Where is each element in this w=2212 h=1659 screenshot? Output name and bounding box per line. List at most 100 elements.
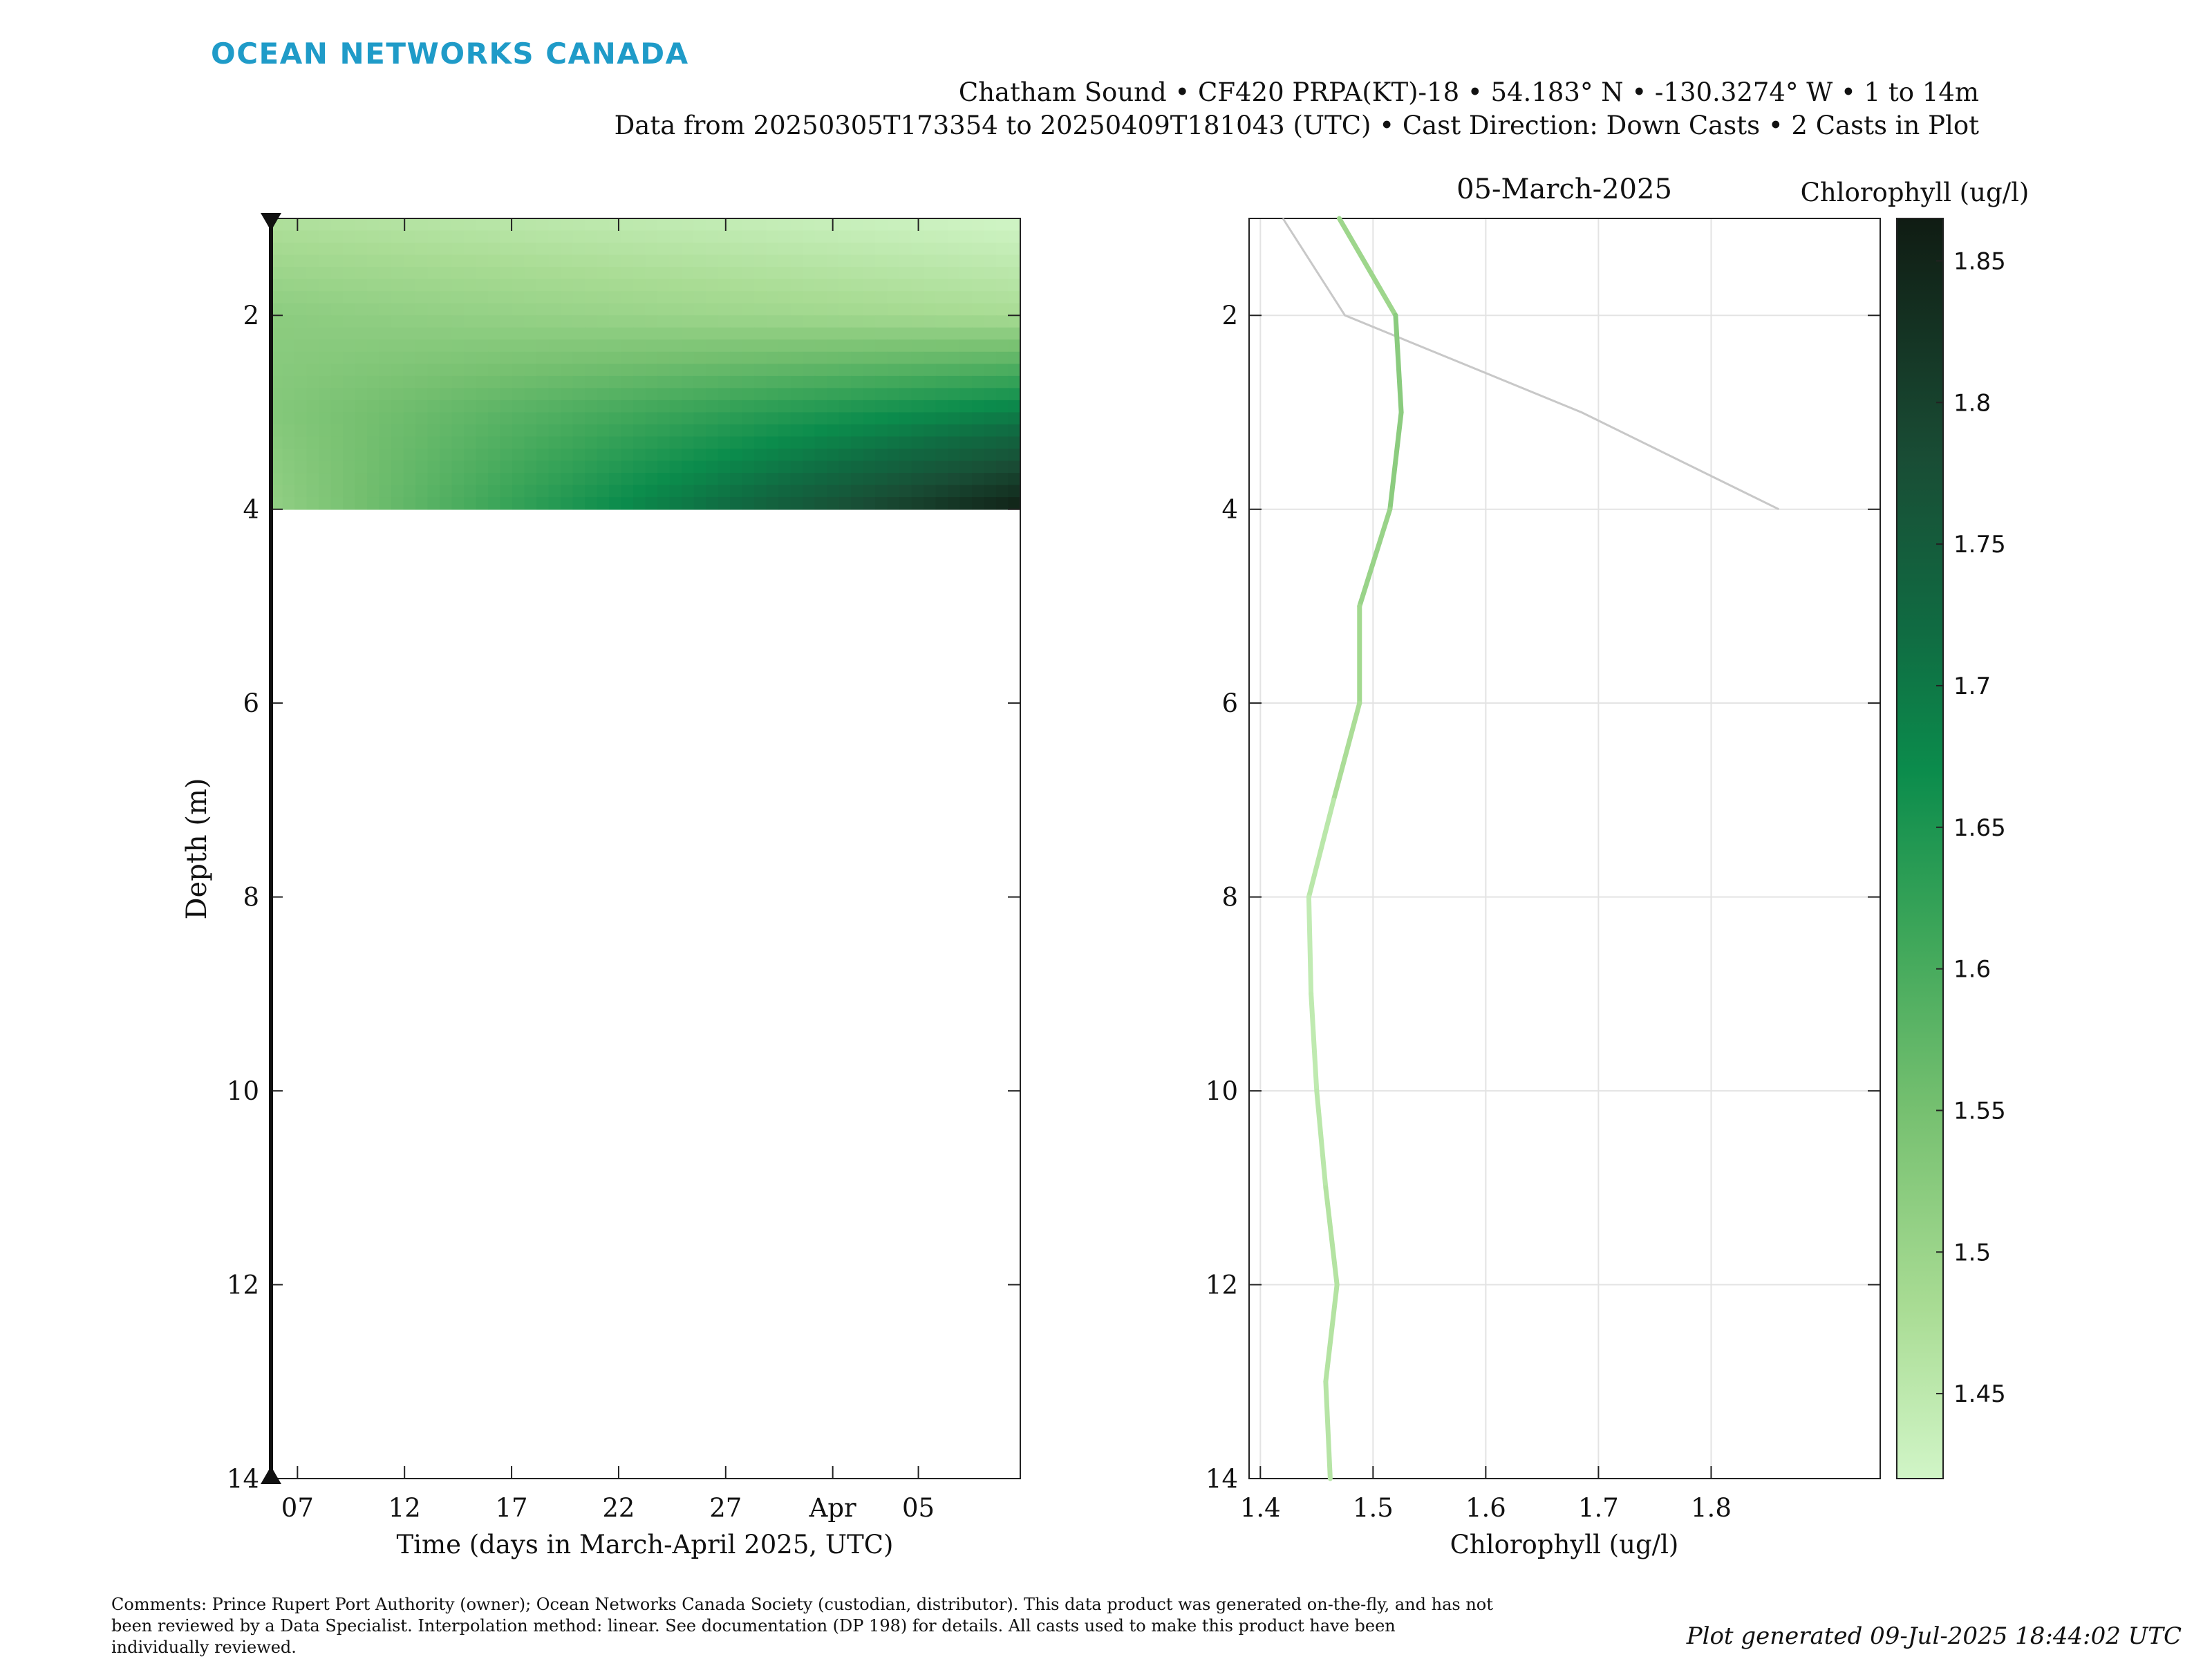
heatmap-cell (512, 412, 525, 425)
heatmap-cell (814, 412, 827, 425)
heatmap-cell (730, 243, 743, 256)
heatmap-cell (814, 497, 827, 510)
heatmap-cell (391, 339, 404, 353)
heatmap-cell (851, 254, 864, 268)
heatmap-cell (754, 327, 767, 341)
heatmap-cell (548, 291, 561, 304)
heatmap-cell (766, 473, 779, 486)
heatmap-cell (391, 254, 404, 268)
heatmap-cell (851, 424, 864, 438)
colorbar-tick-label: 1.55 (1953, 1097, 2006, 1125)
heatmap-cell (597, 303, 610, 317)
heatmap-cell (984, 339, 997, 353)
heatmap-cell (851, 291, 864, 304)
heatmap-cell (838, 327, 852, 341)
heatmap-cell (391, 424, 404, 438)
heatmap-cell (827, 460, 840, 474)
colorbar-tick-label: 1.85 (1953, 247, 2006, 275)
heatmap-cell (803, 351, 816, 365)
heatmap-cell (1008, 375, 1021, 389)
y-tick-label: 2 (1221, 301, 1238, 330)
heatmap-cell (536, 364, 550, 377)
heatmap-cell (524, 388, 537, 401)
heatmap-cell (415, 351, 429, 365)
heatmap-cell (367, 485, 380, 498)
heatmap-cell (355, 230, 368, 243)
heatmap-cell (838, 449, 852, 462)
heatmap-cell (500, 279, 513, 292)
heatmap-cell (500, 388, 513, 401)
heatmap-cell (959, 485, 973, 498)
heatmap-cell (330, 460, 344, 474)
heatmap-cell (403, 279, 416, 292)
heatmap-cell (645, 339, 658, 353)
heatmap-cell (803, 327, 816, 341)
y-tick-label: 14 (1206, 1464, 1238, 1494)
heatmap-cell (548, 218, 561, 232)
heatmap-cell (1008, 327, 1021, 341)
heatmap-cell (536, 218, 550, 232)
heatmap-cell (379, 375, 392, 389)
heatmap-cell (863, 230, 876, 243)
heatmap-cell (863, 473, 876, 486)
heatmap-cell (682, 218, 695, 232)
heatmap-cell (270, 364, 283, 377)
heatmap-cell (814, 339, 827, 353)
heatmap-cell (427, 327, 440, 341)
heatmap-cell (959, 351, 973, 365)
heatmap-cell (766, 291, 779, 304)
heatmap-cell (415, 339, 429, 353)
heatmap-cell (609, 303, 622, 317)
heatmap-cell (766, 267, 779, 280)
heatmap-cell (875, 279, 888, 292)
heatmap-cell (270, 279, 283, 292)
heatmap-cell (391, 243, 404, 256)
heatmap-cell (899, 327, 912, 341)
heatmap-cell (548, 230, 561, 243)
heatmap-cell (548, 412, 561, 425)
heatmap-cell (682, 388, 695, 401)
heatmap-cell (391, 291, 404, 304)
heatmap-cell (500, 449, 513, 462)
x-ticks-right: 1.4 1.5 1.6 1.7 1.8 (1240, 1466, 1732, 1523)
heatmap-cell (561, 351, 574, 365)
heatmap-cell (633, 267, 646, 280)
heatmap-cell (633, 291, 646, 304)
heatmap-cell (391, 485, 404, 498)
heatmap-cell (754, 460, 767, 474)
x-tick-label: 17 (496, 1493, 528, 1523)
heatmap-cell (875, 339, 888, 353)
heatmap-cell (488, 460, 501, 474)
heatmap-cell (911, 364, 924, 377)
heatmap-cell (427, 412, 440, 425)
heatmap-cell (863, 388, 876, 401)
heatmap-cell (935, 424, 948, 438)
heatmap-cell (1008, 485, 1021, 498)
heatmap-cell (488, 473, 501, 486)
heatmap-cell (790, 303, 803, 317)
heatmap-cell (911, 315, 924, 328)
heatmap-cell (935, 388, 948, 401)
heatmap-cell (306, 424, 319, 438)
heatmap-cell (294, 460, 308, 474)
heatmap-cell (645, 315, 658, 328)
heatmap-cell (367, 327, 380, 341)
heatmap-cell (766, 327, 779, 341)
heatmap-cell (319, 485, 332, 498)
heatmap-cell (924, 497, 937, 510)
heatmap-cell (1008, 497, 1021, 510)
heatmap-cell (585, 473, 598, 486)
heatmap-cell (682, 291, 695, 304)
x-tick-label: 1.4 (1240, 1493, 1281, 1523)
heatmap-cell (984, 473, 997, 486)
heatmap-cell (415, 400, 429, 413)
heatmap-cell (500, 497, 513, 510)
heatmap-cell (355, 460, 368, 474)
heatmap-cell (742, 339, 755, 353)
heatmap-cell (548, 339, 561, 353)
heatmap-cell (754, 424, 767, 438)
heatmap-cell (996, 254, 1009, 268)
cast-top-marker (261, 213, 281, 231)
heatmap-cell (270, 497, 283, 510)
heatmap-cell (742, 267, 755, 280)
